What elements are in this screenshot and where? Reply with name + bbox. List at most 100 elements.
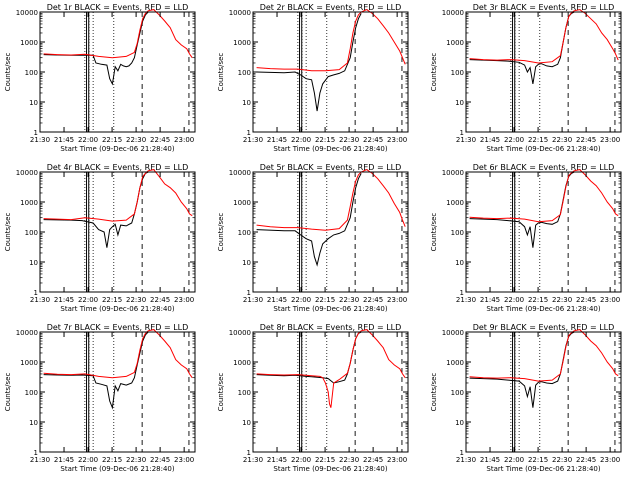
series-lld-line xyxy=(469,169,619,223)
x-tick-label: 22:00 xyxy=(78,296,98,304)
panel-2: Det 2r BLACK = Events, RED = LLD 1 10 100 10… xyxy=(217,3,409,153)
y-tick-label: 100 xyxy=(25,69,38,77)
x-tick-label: 22:00 xyxy=(504,136,524,144)
x-tick-label: 21:45 xyxy=(267,136,287,144)
x-axis-label: Start Time (09-Dec-06 21:28:40) xyxy=(273,465,387,473)
y-tick-label: 10000 xyxy=(16,9,38,17)
x-tick-label: 22:45 xyxy=(150,136,170,144)
y-tick-label: 1 xyxy=(34,289,38,297)
y-tick-label: 1 xyxy=(460,289,464,297)
y-tick-label: 1 xyxy=(34,449,38,457)
x-tick-label: 21:45 xyxy=(480,296,500,304)
y-tick-label: 1 xyxy=(34,129,38,137)
y-tick-label: 10000 xyxy=(16,329,38,337)
x-tick-label: 22:45 xyxy=(576,456,596,464)
y-axis-label: Counts/sec xyxy=(4,53,12,92)
series-lld-line xyxy=(469,9,619,64)
x-tick-label: 22:45 xyxy=(576,136,596,144)
y-tick-label: 100 xyxy=(25,229,38,237)
panel-title: Det 2r BLACK = Events, RED = LLD xyxy=(260,3,402,12)
plot-frame xyxy=(252,171,409,293)
x-tick-label: 21:45 xyxy=(480,136,500,144)
panel-9: Det 9r BLACK = Events, RED = LLD 1 10 100 10… xyxy=(430,323,622,473)
x-tick-label: 22:30 xyxy=(339,456,359,464)
y-tick-label: 1000 xyxy=(446,39,464,47)
y-axis-label: Counts/sec xyxy=(217,373,225,412)
x-tick-label: 22:30 xyxy=(126,456,146,464)
series-events-line xyxy=(43,171,149,248)
x-tick-label: 21:45 xyxy=(267,296,287,304)
y-axis-label: Counts/sec xyxy=(217,53,225,92)
series-events-line xyxy=(469,171,575,248)
y-tick-label: 100 xyxy=(238,69,251,77)
x-tick-label: 22:15 xyxy=(315,456,335,464)
y-tick-label: 10 xyxy=(29,419,38,427)
x-tick-label: 22:00 xyxy=(78,136,98,144)
x-tick-label: 22:30 xyxy=(552,136,572,144)
x-tick-label: 22:45 xyxy=(363,136,383,144)
x-tick-label: 21:45 xyxy=(54,136,74,144)
y-tick-label: 1 xyxy=(247,129,251,137)
x-tick-label: 21:30 xyxy=(30,136,50,144)
y-tick-label: 10 xyxy=(29,99,38,107)
x-tick-label: 23:00 xyxy=(600,456,620,464)
x-tick-label: 22:30 xyxy=(126,296,146,304)
x-tick-label: 23:00 xyxy=(600,296,620,304)
panel-title: Det 6r BLACK = Events, RED = LLD xyxy=(473,163,615,172)
x-tick-label: 21:30 xyxy=(30,296,50,304)
x-tick-label: 21:45 xyxy=(54,296,74,304)
y-tick-label: 10 xyxy=(455,259,464,267)
x-axis-label: Start Time (09-Dec-06 21:28:40) xyxy=(273,305,387,313)
plot-frame xyxy=(465,11,622,133)
x-tick-label: 22:15 xyxy=(315,296,335,304)
x-tick-label: 22:15 xyxy=(528,456,548,464)
y-tick-label: 1 xyxy=(247,289,251,297)
panel-7: Det 7r BLACK = Events, RED = LLD 1 10 100 10… xyxy=(4,323,196,473)
y-tick-label: 1000 xyxy=(446,199,464,207)
x-tick-label: 22:45 xyxy=(150,456,170,464)
y-axis-label: Counts/sec xyxy=(430,213,438,252)
x-tick-label: 22:00 xyxy=(504,456,524,464)
series-lld-line xyxy=(43,329,193,379)
y-tick-label: 100 xyxy=(25,389,38,397)
panel-title: Det 9r BLACK = Events, RED = LLD xyxy=(473,323,615,332)
x-tick-label: 22:00 xyxy=(291,136,311,144)
plot-frame xyxy=(465,331,622,453)
panel-6: Det 6r BLACK = Events, RED = LLD 1 10 100 10… xyxy=(430,163,622,313)
panel-5: Det 5r BLACK = Events, RED = LLD 1 10 100 10… xyxy=(217,163,409,313)
x-tick-label: 22:30 xyxy=(552,456,572,464)
x-tick-label: 22:15 xyxy=(315,136,335,144)
x-tick-label: 23:00 xyxy=(174,296,194,304)
x-tick-label: 21:45 xyxy=(267,456,287,464)
y-tick-label: 1000 xyxy=(20,199,38,207)
y-tick-label: 10 xyxy=(455,419,464,427)
series-lld-line xyxy=(469,329,619,382)
panel-title: Det 1r BLACK = Events, RED = LLD xyxy=(47,3,189,12)
y-tick-label: 100 xyxy=(451,69,464,77)
series-events-line xyxy=(469,11,575,84)
series-lld-line xyxy=(43,9,193,59)
x-axis-label: Start Time (09-Dec-06 21:28:40) xyxy=(486,305,600,313)
y-tick-label: 10000 xyxy=(442,9,464,17)
y-tick-label: 100 xyxy=(451,229,464,237)
x-tick-label: 23:00 xyxy=(600,136,620,144)
y-tick-label: 1000 xyxy=(446,359,464,367)
y-axis-label: Counts/sec xyxy=(4,373,12,412)
y-tick-label: 1000 xyxy=(20,359,38,367)
x-tick-label: 21:30 xyxy=(243,136,263,144)
x-tick-label: 22:30 xyxy=(339,296,359,304)
x-tick-label: 22:15 xyxy=(102,296,122,304)
x-tick-label: 22:45 xyxy=(150,296,170,304)
y-tick-label: 10000 xyxy=(229,169,251,177)
panel-4: Det 4r BLACK = Events, RED = LLD 1 10 100 10… xyxy=(4,163,196,313)
x-axis-label: Start Time (09-Dec-06 21:28:40) xyxy=(486,465,600,473)
panel-title: Det 4r BLACK = Events, RED = LLD xyxy=(47,163,189,172)
x-tick-label: 22:00 xyxy=(504,296,524,304)
series-events-line xyxy=(43,11,149,86)
y-tick-label: 1 xyxy=(247,449,251,457)
plot-frame xyxy=(252,11,409,133)
panel-8: Det 8r BLACK = Events, RED = LLD 1 10 100 10… xyxy=(217,323,409,473)
x-tick-label: 21:30 xyxy=(456,456,476,464)
y-tick-label: 1 xyxy=(460,449,464,457)
